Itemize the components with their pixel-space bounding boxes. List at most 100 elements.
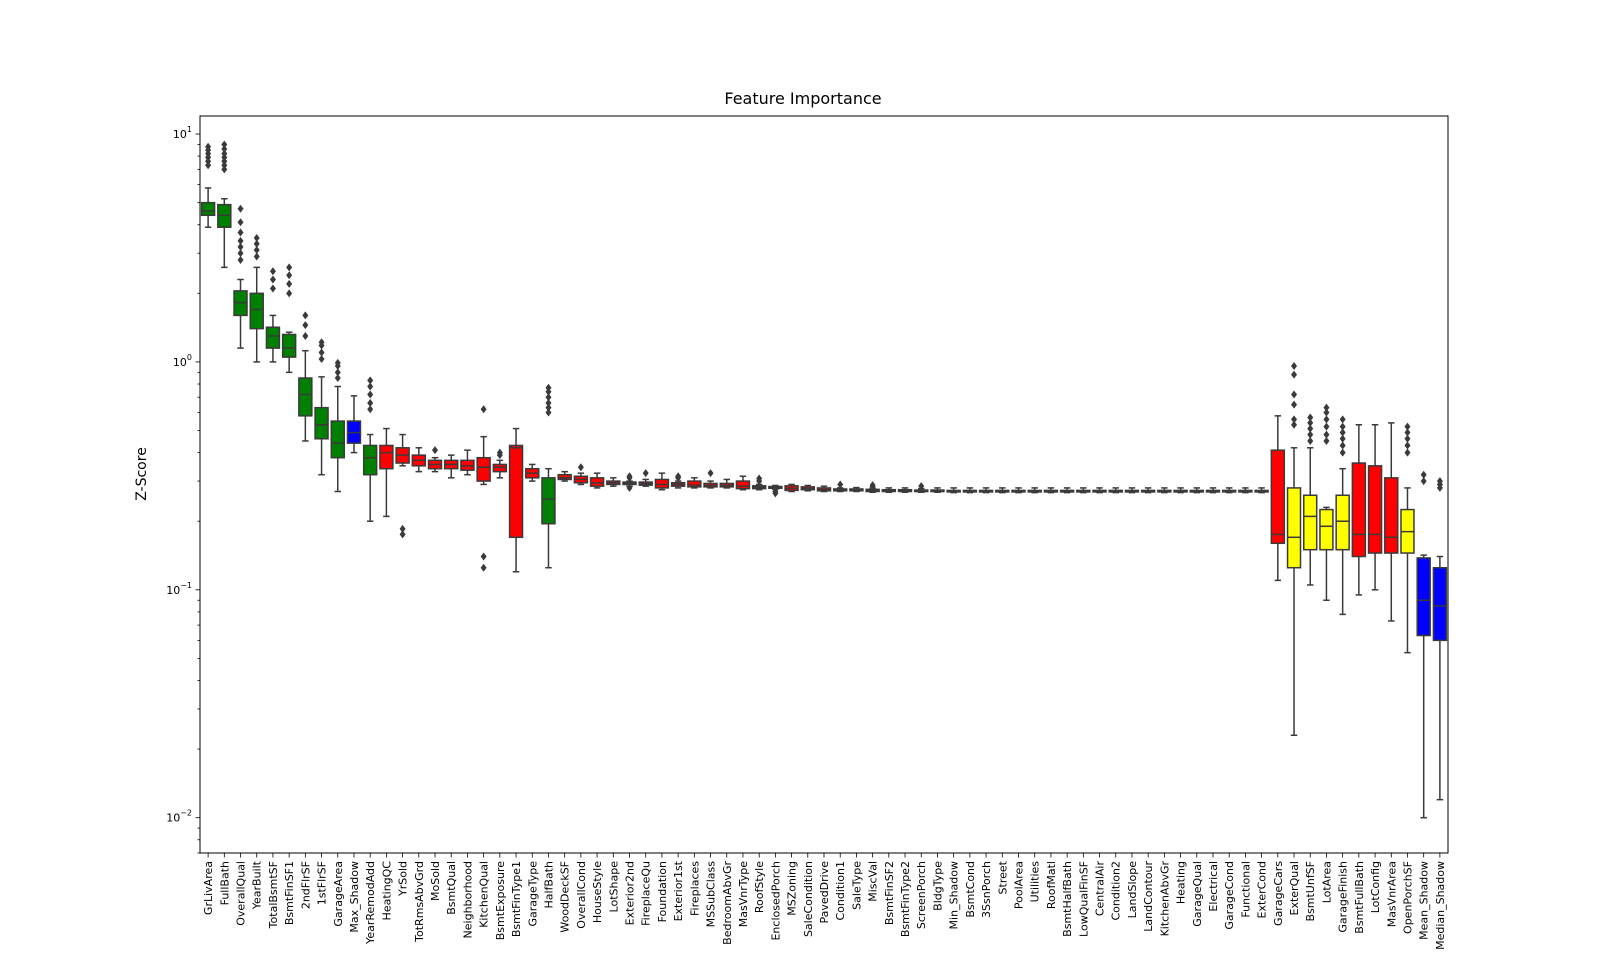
box-OverallQual xyxy=(233,204,248,349)
box-GarageCars xyxy=(1270,415,1286,582)
iqr-box xyxy=(541,477,556,525)
box-BedroomAbvGr xyxy=(719,478,734,489)
outlier-point xyxy=(1291,361,1298,370)
iqr-box xyxy=(654,478,670,489)
x-axis-ticks: GrLivArea FullBath OverallQual YearBuilt Tot… xyxy=(202,853,1447,950)
outlier-point xyxy=(1404,434,1411,443)
x-tick-label: 3SsnPorch xyxy=(980,861,993,918)
outlier-point xyxy=(545,399,552,408)
box-Neighborhood xyxy=(460,449,475,476)
x-tick-label: Neighborhood xyxy=(461,861,474,938)
box-Condition2 xyxy=(1108,487,1123,494)
x-tick-label: WoodDeckSF xyxy=(559,861,572,933)
outlier-point xyxy=(399,524,406,533)
x-tick-label: BsmtUnfSF xyxy=(1304,861,1317,922)
iqr-box xyxy=(1384,477,1399,554)
outlier-point xyxy=(253,252,260,261)
outlier-point xyxy=(707,469,714,478)
box-Condition1 xyxy=(832,480,848,493)
box-YearBuilt xyxy=(249,233,264,363)
outlier-point xyxy=(1339,422,1346,431)
x-tick-label: OverallQual xyxy=(235,861,248,926)
iqr-box xyxy=(281,333,297,358)
x-tick-label: FireplaceQu xyxy=(640,861,653,926)
box-ScreenPorch xyxy=(914,482,929,493)
x-tick-label: BsmtFinSF1 xyxy=(283,861,296,925)
x-tick-label: MSZoning xyxy=(786,861,799,916)
x-tick-label: BsmtFinSF2 xyxy=(883,861,896,925)
x-tick-label: Foundation xyxy=(656,861,669,922)
x-tick-label: ExterQual xyxy=(1288,861,1301,916)
box-SaleCondition xyxy=(800,484,816,492)
box-GarageFinish xyxy=(1335,415,1350,616)
x-tick-label: Max_Shadow xyxy=(348,861,361,933)
x-tick-label: 1stFlrSF xyxy=(316,861,329,905)
x-tick-label: ScreenPorch xyxy=(915,861,928,929)
box-LotConfig xyxy=(1367,424,1383,591)
outlier-point xyxy=(221,165,228,174)
box-BsmtExposure xyxy=(492,448,508,479)
iqr-box xyxy=(1335,494,1350,551)
outlier-point xyxy=(1307,418,1314,427)
outlier-point xyxy=(1291,415,1298,424)
x-tick-label: Median_Shadow xyxy=(1434,861,1447,950)
box-BsmtFinType1 xyxy=(508,427,524,573)
x-tick-label: BsmtQual xyxy=(445,861,458,915)
box-GarageQual xyxy=(1189,487,1205,494)
x-tick-label: TotalBsmtSF xyxy=(267,861,280,929)
box-Foundation xyxy=(654,472,670,491)
outlier-point xyxy=(1339,428,1346,437)
x-tick-label: LowQualFinSF xyxy=(1077,861,1090,937)
x-tick-label: OverallCond xyxy=(575,861,588,929)
box-TotRmsAbvGrd xyxy=(411,447,427,473)
iqr-box xyxy=(1286,487,1302,569)
outlier-point xyxy=(1291,400,1298,409)
outlier-point xyxy=(432,446,439,455)
box-BsmtFullBath xyxy=(1351,424,1367,596)
box-BsmtFinType2 xyxy=(897,487,913,493)
x-tick-label: LotShape xyxy=(607,861,620,913)
outlier-point xyxy=(496,448,503,457)
outlier-point xyxy=(1404,441,1411,450)
outlier-point xyxy=(399,530,406,539)
box-YearRemodAdd xyxy=(362,376,378,522)
outlier-point xyxy=(253,233,260,242)
outlier-point xyxy=(1420,470,1427,479)
box-Utilities xyxy=(1027,487,1042,494)
x-tick-label: Condition1 xyxy=(834,861,847,921)
outlier-point xyxy=(286,271,293,280)
outlier-point xyxy=(1291,390,1298,399)
box-BsmtHalfBath xyxy=(1059,487,1075,494)
box-PoolArea xyxy=(1011,487,1026,494)
box-BsmtFinSF1 xyxy=(281,263,297,374)
x-tick-label: RoofStyle xyxy=(753,861,766,913)
outlier-point xyxy=(1404,448,1411,457)
x-tick-label: PavedDrive xyxy=(818,861,831,924)
box-HalfBath xyxy=(541,383,556,569)
iqr-box xyxy=(492,463,508,473)
box-Median_Shadow xyxy=(1432,477,1448,801)
iqr-box xyxy=(1416,557,1431,637)
y-tick-label: 101 xyxy=(173,125,192,141)
outlier-point xyxy=(334,368,341,377)
outlier-point xyxy=(318,348,325,357)
outlier-point xyxy=(837,480,844,489)
x-tick-label: GarageCond xyxy=(1223,861,1236,930)
outlier-point xyxy=(237,204,244,213)
box-WoodDeckSF xyxy=(557,470,572,482)
iqr-box xyxy=(298,377,313,417)
x-tick-label: Exterior1st xyxy=(672,860,685,921)
outlier-point xyxy=(237,249,244,258)
x-tick-label: PoolArea xyxy=(1012,861,1025,909)
box-YrSold xyxy=(395,433,410,539)
chart-title: Feature Importance xyxy=(724,89,881,108)
x-tick-label: GarageType xyxy=(526,861,539,927)
x-tick-label: BldgType xyxy=(931,861,944,911)
outlier-point xyxy=(253,239,260,248)
x-tick-label: Functional xyxy=(1239,861,1252,918)
box-HouseStyle xyxy=(589,472,605,489)
outlier-point xyxy=(237,218,244,227)
x-tick-label: Fireplaces xyxy=(688,861,701,916)
box-ExterCond xyxy=(1254,487,1269,494)
